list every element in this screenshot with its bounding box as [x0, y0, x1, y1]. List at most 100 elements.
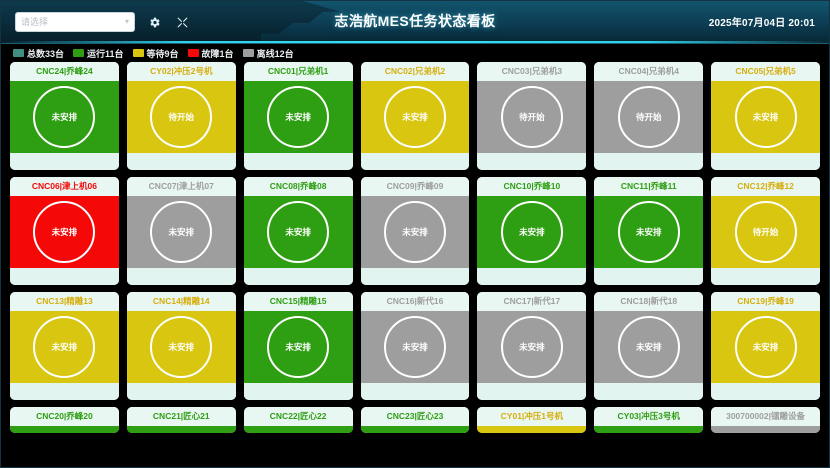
machine-card-footer: [126, 153, 236, 170]
machine-card-title: CNC07|津上机07: [126, 177, 236, 196]
machine-filter-select[interactable]: 请选择 ▾: [15, 12, 135, 32]
machine-status-ring: 未安排: [617, 201, 680, 263]
machine-status-ring: 未安排: [383, 316, 446, 378]
machine-card-title: CNC10|乔峰10: [477, 177, 587, 196]
machine-card-status-area: 未安排: [360, 196, 470, 268]
machine-status-ring: 未安排: [734, 86, 797, 148]
machine-card-footer: [711, 383, 820, 400]
machine-card-footer: [711, 153, 820, 170]
machine-card-status-area: 未安排: [10, 311, 119, 383]
machine-card-footer: [243, 153, 353, 170]
machine-card[interactable]: CNC08|乔峰08 未安排: [243, 177, 353, 285]
machine-status-ring: 待开始: [734, 201, 797, 263]
legend-swatch-icon: [187, 49, 199, 57]
legend-item: 故障1台: [187, 47, 234, 60]
machine-card[interactable]: CNC17|新代17 未安排: [477, 292, 587, 400]
machine-state-text: 未安排: [168, 342, 195, 352]
machine-card-status-area: 未安排: [360, 81, 470, 153]
machine-status-ring: 未安排: [267, 86, 330, 148]
machine-card-status-area: 未安排: [126, 196, 236, 268]
machine-card[interactable]: CNC21|匠心21: [126, 407, 236, 433]
machine-card[interactable]: CNC04|兄弟机4 待开始: [594, 62, 704, 170]
machine-card-status-area: 未安排: [477, 311, 587, 383]
machine-state-text: 未安排: [168, 227, 195, 237]
legend-item: 总数33台: [13, 47, 64, 60]
machine-status-ring: 待开始: [150, 86, 213, 148]
machine-card[interactable]: CNC13|精雕13 未安排: [10, 292, 119, 400]
machine-card-footer: [360, 383, 470, 400]
machine-state-text: 未安排: [752, 112, 779, 122]
machine-card-title: CNC21|匠心21: [126, 407, 236, 426]
machine-card-title: CNC11|乔峰11: [594, 177, 704, 196]
machine-state-text: 未安排: [51, 227, 78, 237]
machine-card[interactable]: CNC06|津上机06 未安排: [10, 177, 119, 285]
machine-status-ring: 未安排: [734, 316, 797, 378]
legend-swatch-icon: [73, 49, 85, 57]
collapse-arrows-icon[interactable]: [174, 14, 191, 31]
machine-card[interactable]: CNC09|乔峰09 未安排: [360, 177, 470, 285]
machine-card[interactable]: CY01|冲压1号机: [477, 407, 587, 433]
legend-label: 等待9台: [146, 48, 179, 59]
machine-card-footer: [243, 383, 353, 400]
machine-card-status-area: 未安排: [10, 196, 119, 268]
machine-card-status-area: 未安排: [360, 311, 470, 383]
machine-card[interactable]: CNC18|新代18 未安排: [594, 292, 704, 400]
machine-card[interactable]: CNC03|兄弟机3 待开始: [477, 62, 587, 170]
machine-card-status-area: 未安排: [594, 311, 704, 383]
machine-card[interactable]: CNC01|兄弟机1 未安排: [243, 62, 353, 170]
machine-card[interactable]: CNC11|乔峰11 未安排: [594, 177, 704, 285]
machine-card[interactable]: CNC24|乔峰24 未安排: [10, 62, 119, 170]
machine-card-footer: [594, 268, 704, 285]
machine-state-text: 未安排: [519, 342, 545, 352]
machine-card[interactable]: CNC07|津上机07 未安排: [126, 177, 236, 285]
machine-card-title: CNC09|乔峰09: [360, 177, 470, 196]
machine-card[interactable]: 300700002|镭雕设备: [711, 407, 820, 433]
machine-card[interactable]: CNC02|兄弟机2 未安排: [360, 62, 470, 170]
machine-card[interactable]: CNC15|精雕15 未安排: [243, 292, 353, 400]
machine-card-title: CNC23|匠心23: [360, 407, 470, 426]
machine-card-title: CNC13|精雕13: [10, 292, 119, 311]
machine-card[interactable]: CNC05|兄弟机5 未安排: [711, 62, 820, 170]
machine-card-title: CNC02|兄弟机2: [360, 62, 470, 81]
machine-grid: CNC24|乔峰24 未安排 CY02|冲压2号机 待开始 CNC01|兄弟机1 未安排 C…: [10, 62, 820, 433]
machine-card[interactable]: CNC23|匠心23: [360, 407, 470, 433]
machine-card[interactable]: CY03|冲压3号机: [594, 407, 704, 433]
machine-card-title: CNC19|乔峰19: [711, 292, 820, 311]
machine-card-status-area: [126, 426, 236, 433]
machine-card-footer: [10, 153, 119, 170]
machine-card[interactable]: CNC22|匠心22: [243, 407, 353, 433]
machine-card-status-area: [711, 426, 820, 433]
machine-card-footer: [126, 383, 236, 400]
machine-state-text: 未安排: [752, 342, 779, 352]
machine-state-text: 未安排: [519, 227, 545, 237]
machine-card-footer: [477, 268, 587, 285]
machine-card-footer: [10, 383, 119, 400]
gear-icon[interactable]: [146, 14, 163, 31]
legend-item: 等待9台: [132, 47, 179, 60]
machine-card-title: CY02|冲压2号机: [126, 62, 236, 81]
machine-state-text: 未安排: [285, 342, 311, 352]
machine-card-status-area: [360, 426, 470, 433]
machine-card-footer: [10, 268, 119, 285]
machine-card[interactable]: CNC20|乔峰20: [10, 407, 119, 433]
machine-card-status-area: 未安排: [243, 81, 353, 153]
machine-card[interactable]: CNC19|乔峰19 未安排: [711, 292, 820, 400]
machine-card-status-area: [243, 426, 353, 433]
machine-card[interactable]: CNC10|乔峰10 未安排: [477, 177, 587, 285]
machine-card-status-area: 未安排: [243, 311, 353, 383]
machine-card-footer: [360, 268, 470, 285]
app-header: 请选择 ▾ 志浩航MES任务状态看板 2025年07月04日 20:01: [1, 1, 829, 44]
machine-card[interactable]: CY02|冲压2号机待开始: [126, 62, 236, 170]
machine-card-status-area: 未安排: [711, 81, 820, 153]
legend-label: 运行11台: [87, 48, 124, 59]
machine-card-status-area: 待开始: [711, 196, 820, 268]
machine-card-title: CNC18|新代18: [594, 292, 704, 311]
machine-card[interactable]: CNC12|乔峰12 待开始: [711, 177, 820, 285]
machine-card[interactable]: CNC14|精雕14 未安排: [126, 292, 236, 400]
machine-card[interactable]: CNC16|新代16 未安排: [360, 292, 470, 400]
machine-card-title: CNC16|新代16: [360, 292, 470, 311]
machine-card-title: CNC06|津上机06: [10, 177, 119, 196]
machine-filter-placeholder: 请选择: [21, 16, 49, 27]
machine-card-footer: [477, 383, 587, 400]
